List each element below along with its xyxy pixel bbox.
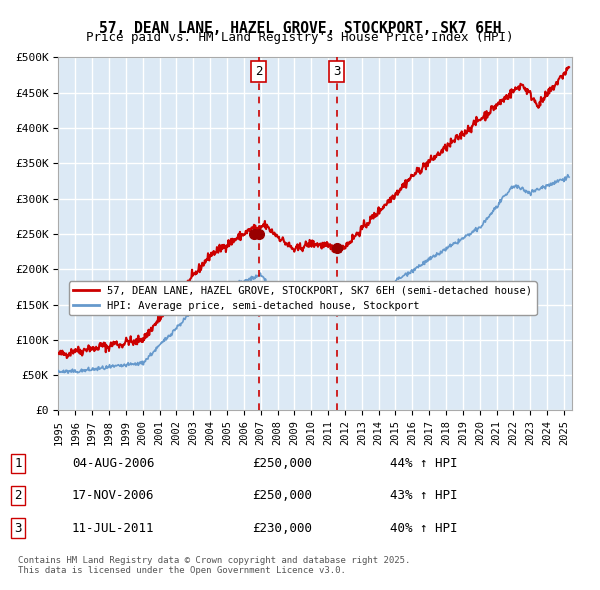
Legend: 57, DEAN LANE, HAZEL GROVE, STOCKPORT, SK7 6EH (semi-detached house), HPI: Avera: 57, DEAN LANE, HAZEL GROVE, STOCKPORT, S… [69,281,536,315]
Text: £250,000: £250,000 [252,457,312,470]
Text: 11-JUL-2011: 11-JUL-2011 [72,522,155,535]
Text: 2: 2 [255,65,262,78]
Text: 2: 2 [14,489,22,502]
Text: 57, DEAN LANE, HAZEL GROVE, STOCKPORT, SK7 6EH: 57, DEAN LANE, HAZEL GROVE, STOCKPORT, S… [99,21,501,35]
Text: 44% ↑ HPI: 44% ↑ HPI [390,457,458,470]
Text: £230,000: £230,000 [252,522,312,535]
Text: 3: 3 [333,65,341,78]
Text: 40% ↑ HPI: 40% ↑ HPI [390,522,458,535]
Text: 04-AUG-2006: 04-AUG-2006 [72,457,155,470]
Text: Contains HM Land Registry data © Crown copyright and database right 2025.
This d: Contains HM Land Registry data © Crown c… [18,556,410,575]
Text: 17-NOV-2006: 17-NOV-2006 [72,489,155,502]
Text: 1: 1 [14,457,22,470]
Text: 43% ↑ HPI: 43% ↑ HPI [390,489,458,502]
Text: 3: 3 [14,522,22,535]
Text: Price paid vs. HM Land Registry's House Price Index (HPI): Price paid vs. HM Land Registry's House … [86,31,514,44]
Text: £250,000: £250,000 [252,489,312,502]
